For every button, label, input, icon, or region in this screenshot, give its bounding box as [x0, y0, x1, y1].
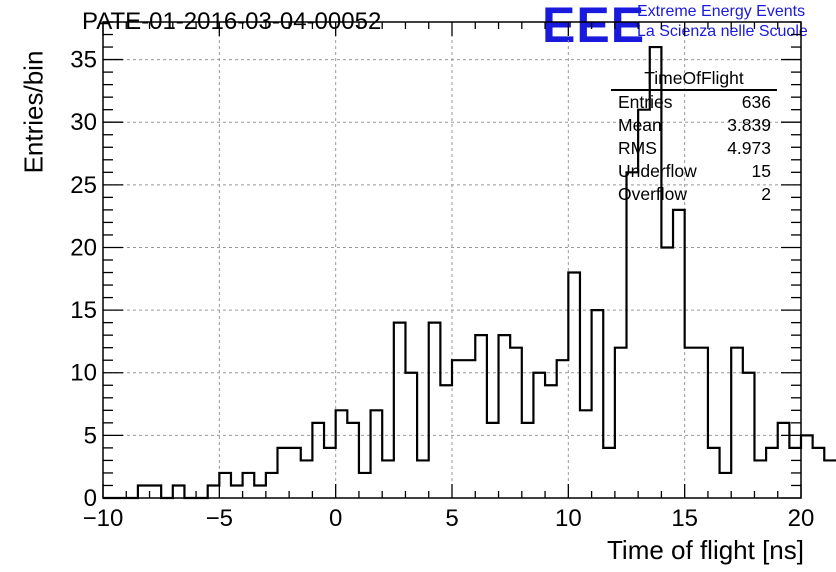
stats-title: TimeOfFlight	[611, 68, 777, 91]
x-axis-label: Time of flight [ns]	[607, 535, 804, 565]
y-axis-label: Entries/bin	[18, 50, 49, 174]
y-tick-label: 15	[70, 297, 97, 324]
stats-label: Underflow	[618, 161, 697, 181]
y-tick-label: 30	[70, 109, 97, 136]
y-tick-label: 10	[70, 360, 97, 387]
axis-ticks	[102, 21, 802, 499]
stats-label: RMS	[618, 138, 657, 158]
y-tick-label: 0	[84, 485, 97, 512]
tagline-line-1: Extreme Energy Events	[637, 3, 806, 20]
x-tick-label: 20	[788, 505, 815, 532]
stats-label: Entries	[618, 92, 673, 112]
y-tick-label: 25	[70, 172, 97, 199]
y-tick-label: 35	[70, 47, 97, 74]
y-tick-labels: 0 5 10 15 20 25 30 35	[70, 47, 97, 512]
stats-value: 636	[741, 92, 771, 112]
eee-logo: EEE	[542, 0, 646, 53]
stats-value: 3.839	[727, 115, 771, 135]
x-tick-label: 10	[555, 505, 582, 532]
stats-label: Overflow	[618, 184, 688, 204]
x-tick-label: 0	[329, 505, 342, 532]
y-tick-label: 5	[84, 422, 97, 449]
stats-row-overflow: Overflow 2	[611, 183, 777, 206]
x-tick-label: 15	[671, 505, 698, 532]
stats-label: Mean	[618, 115, 662, 135]
stats-value: 4.973	[727, 138, 771, 158]
stats-row-rms: RMS 4.973	[611, 137, 777, 160]
x-tick-labels: −10 −5 0 5 10 15 20	[83, 505, 815, 532]
stats-value: 15	[751, 161, 771, 181]
x-tick-label: 5	[445, 505, 458, 532]
stats-row-underflow: Underflow 15	[611, 160, 777, 183]
stats-row-mean: Mean 3.839	[611, 114, 777, 137]
x-tick-label: −5	[206, 505, 233, 532]
stats-value: 2	[761, 184, 771, 204]
stats-row-entries: Entries 636	[611, 91, 777, 114]
stats-box: TimeOfFlight Entries 636 Mean 3.839 RMS 4.9…	[611, 68, 777, 206]
y-tick-label: 20	[70, 234, 97, 261]
tagline-line-2: La Scienza nelle Scuole	[637, 23, 808, 40]
project-tagline: Extreme Energy Events La Scienza nelle S…	[637, 2, 808, 42]
x-tick-label: −10	[83, 505, 124, 532]
histogram-outline	[103, 45, 836, 500]
